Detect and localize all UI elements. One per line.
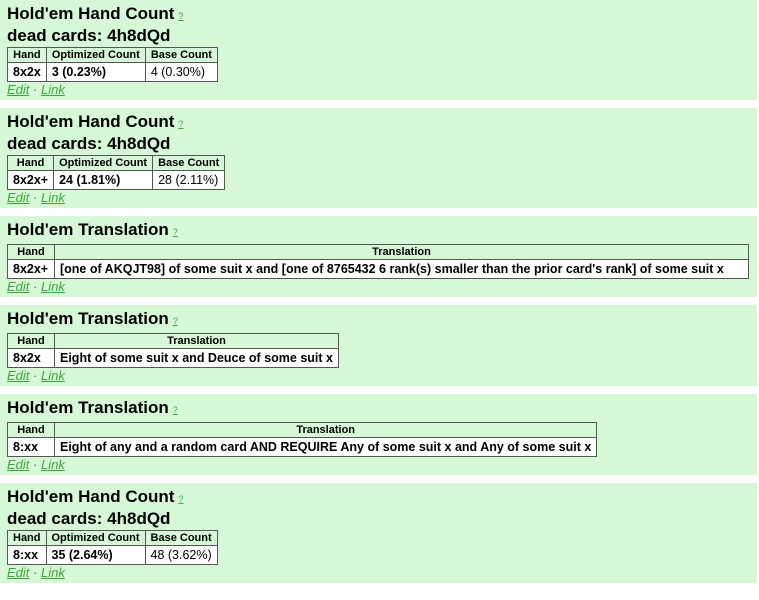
panel-title: Hold'em Hand Count? bbox=[7, 112, 184, 131]
edit-link[interactable]: Edit bbox=[7, 279, 30, 294]
panel-title: Hold'em Translation? bbox=[7, 309, 178, 328]
panel-links: Edit · Link bbox=[7, 457, 750, 472]
column-header: Hand bbox=[7, 47, 47, 63]
hand-count-panel: Hold'em Hand Count? dead cards: 4h8dQd Han… bbox=[0, 0, 757, 100]
header-row: Hand Translation bbox=[7, 244, 749, 260]
help-link[interactable]: ? bbox=[172, 316, 178, 326]
hand-count-panel: Hold'em Hand Count? dead cards: 4h8dQd Han… bbox=[0, 108, 757, 208]
table-cell: Eight of any and a random card AND REQUI… bbox=[53, 437, 598, 457]
column-header: Hand bbox=[7, 244, 55, 260]
table-cell: 8x2x+ bbox=[7, 259, 55, 279]
header-row: Hand Translation bbox=[7, 333, 339, 349]
separator: · bbox=[33, 565, 38, 580]
panel-links: Edit · Link bbox=[7, 82, 750, 97]
table-cell: 48 (3.62%) bbox=[144, 545, 218, 565]
separator: · bbox=[33, 279, 38, 294]
panel-title: Hold'em Hand Count? bbox=[7, 487, 184, 506]
help-link[interactable]: ? bbox=[178, 11, 184, 21]
table-cell: 35 (2.64%) bbox=[45, 545, 146, 565]
translation-panel: Hold'em Translation? Hand Translation 8:xx E… bbox=[0, 394, 757, 475]
dead-cards: dead cards: 4h8dQd bbox=[7, 134, 171, 153]
panel-title: Hold'em Translation? bbox=[7, 220, 178, 239]
help-link[interactable]: ? bbox=[178, 119, 184, 129]
help-link[interactable]: ? bbox=[172, 227, 178, 237]
count-table: Hand Optimized Count Base Count 8x2x 3 (0.23… bbox=[7, 47, 218, 82]
translation-panel: Hold'em Translation? Hand Translation 8x2x+… bbox=[0, 216, 757, 297]
column-header: Optimized Count bbox=[53, 155, 154, 171]
table-cell: 8:xx bbox=[7, 437, 55, 457]
link-link[interactable]: Link bbox=[41, 190, 65, 205]
link-link[interactable]: Link bbox=[41, 82, 65, 97]
header-row: Hand Optimized Count Base Count bbox=[7, 530, 218, 546]
panel-title: Hold'em Translation? bbox=[7, 398, 178, 417]
table-row: 8x2x Eight of some suit x and Deuce of so… bbox=[7, 348, 339, 368]
column-header: Translation bbox=[54, 333, 339, 349]
column-header: Hand bbox=[7, 530, 47, 546]
link-link[interactable]: Link bbox=[41, 457, 65, 472]
column-header: Hand bbox=[6, 155, 55, 171]
translation-table: Hand Translation 8x2x Eight of some suit x … bbox=[7, 333, 339, 368]
separator: · bbox=[33, 457, 38, 472]
table-cell: 24 (1.81%) bbox=[53, 170, 154, 190]
table-cell: 8x2x bbox=[7, 348, 55, 368]
table-cell: Eight of some suit x and Deuce of some s… bbox=[54, 348, 339, 368]
separator: · bbox=[33, 368, 38, 383]
column-header: Hand bbox=[7, 333, 55, 349]
table-cell: 8x2x bbox=[7, 62, 47, 82]
column-header: Base Count bbox=[152, 155, 226, 171]
help-link[interactable]: ? bbox=[178, 494, 184, 504]
results-list: Hold'em Hand Count? dead cards: 4h8dQd Han… bbox=[0, 0, 757, 583]
header-row: Hand Translation bbox=[7, 422, 598, 438]
panel-links: Edit · Link bbox=[7, 368, 750, 383]
link-link[interactable]: Link bbox=[41, 565, 65, 580]
translation-table: Hand Translation 8x2x+ [one of AKQJT98] of … bbox=[7, 244, 749, 279]
panel-links: Edit · Link bbox=[7, 190, 750, 205]
panel-links: Edit · Link bbox=[7, 565, 750, 580]
dead-cards: dead cards: 4h8dQd bbox=[7, 509, 171, 528]
column-header: Optimized Count bbox=[45, 47, 146, 63]
edit-link[interactable]: Edit bbox=[7, 190, 30, 205]
link-link[interactable]: Link bbox=[41, 279, 65, 294]
help-link[interactable]: ? bbox=[172, 405, 178, 415]
edit-link[interactable]: Edit bbox=[7, 565, 30, 580]
table-row: 8:xx Eight of any and a random card AND R… bbox=[7, 437, 598, 457]
translation-panel: Hold'em Translation? Hand Translation 8x2x E… bbox=[0, 305, 757, 386]
edit-link[interactable]: Edit bbox=[7, 82, 30, 97]
column-header: Optimized Count bbox=[45, 530, 146, 546]
table-row: 8x2x+ 24 (1.81%) 28 (2.11%) bbox=[6, 170, 226, 190]
table-cell: 8:xx bbox=[7, 545, 47, 565]
table-cell: 28 (2.11%) bbox=[152, 170, 226, 190]
hand-count-panel: Hold'em Hand Count? dead cards: 4h8dQd Han… bbox=[0, 483, 757, 583]
table-row: 8x2x+ [one of AKQJT98] of some suit x and… bbox=[7, 259, 749, 279]
dead-cards: dead cards: 4h8dQd bbox=[7, 26, 171, 45]
table-cell: 4 (0.30%) bbox=[144, 62, 218, 82]
header-row: Hand Optimized Count Base Count bbox=[7, 47, 218, 63]
translation-table: Hand Translation 8:xx Eight of any and a ra… bbox=[7, 422, 598, 457]
edit-link[interactable]: Edit bbox=[7, 457, 30, 472]
header-row: Hand Optimized Count Base Count bbox=[6, 155, 226, 171]
separator: · bbox=[33, 82, 38, 97]
panel-title: Hold'em Hand Count? bbox=[7, 4, 184, 23]
table-cell: 8x2x+ bbox=[6, 170, 55, 190]
column-header: Translation bbox=[53, 422, 598, 438]
column-header: Hand bbox=[7, 422, 55, 438]
table-row: 8x2x 3 (0.23%) 4 (0.30%) bbox=[7, 62, 218, 82]
link-link[interactable]: Link bbox=[41, 368, 65, 383]
count-table: Hand Optimized Count Base Count 8:xx 35 (2.6… bbox=[7, 530, 218, 565]
column-header: Base Count bbox=[144, 47, 218, 63]
panel-links: Edit · Link bbox=[7, 279, 750, 294]
separator: · bbox=[33, 190, 38, 205]
column-header: Base Count bbox=[144, 530, 218, 546]
count-table: Hand Optimized Count Base Count 8x2x+ 24 (1.… bbox=[6, 155, 226, 190]
table-row: 8:xx 35 (2.64%) 48 (3.62%) bbox=[7, 545, 218, 565]
table-cell: 3 (0.23%) bbox=[45, 62, 146, 82]
edit-link[interactable]: Edit bbox=[7, 368, 30, 383]
column-header: Translation bbox=[54, 244, 749, 260]
table-cell: [one of AKQJT98] of some suit x and [one… bbox=[54, 259, 749, 279]
